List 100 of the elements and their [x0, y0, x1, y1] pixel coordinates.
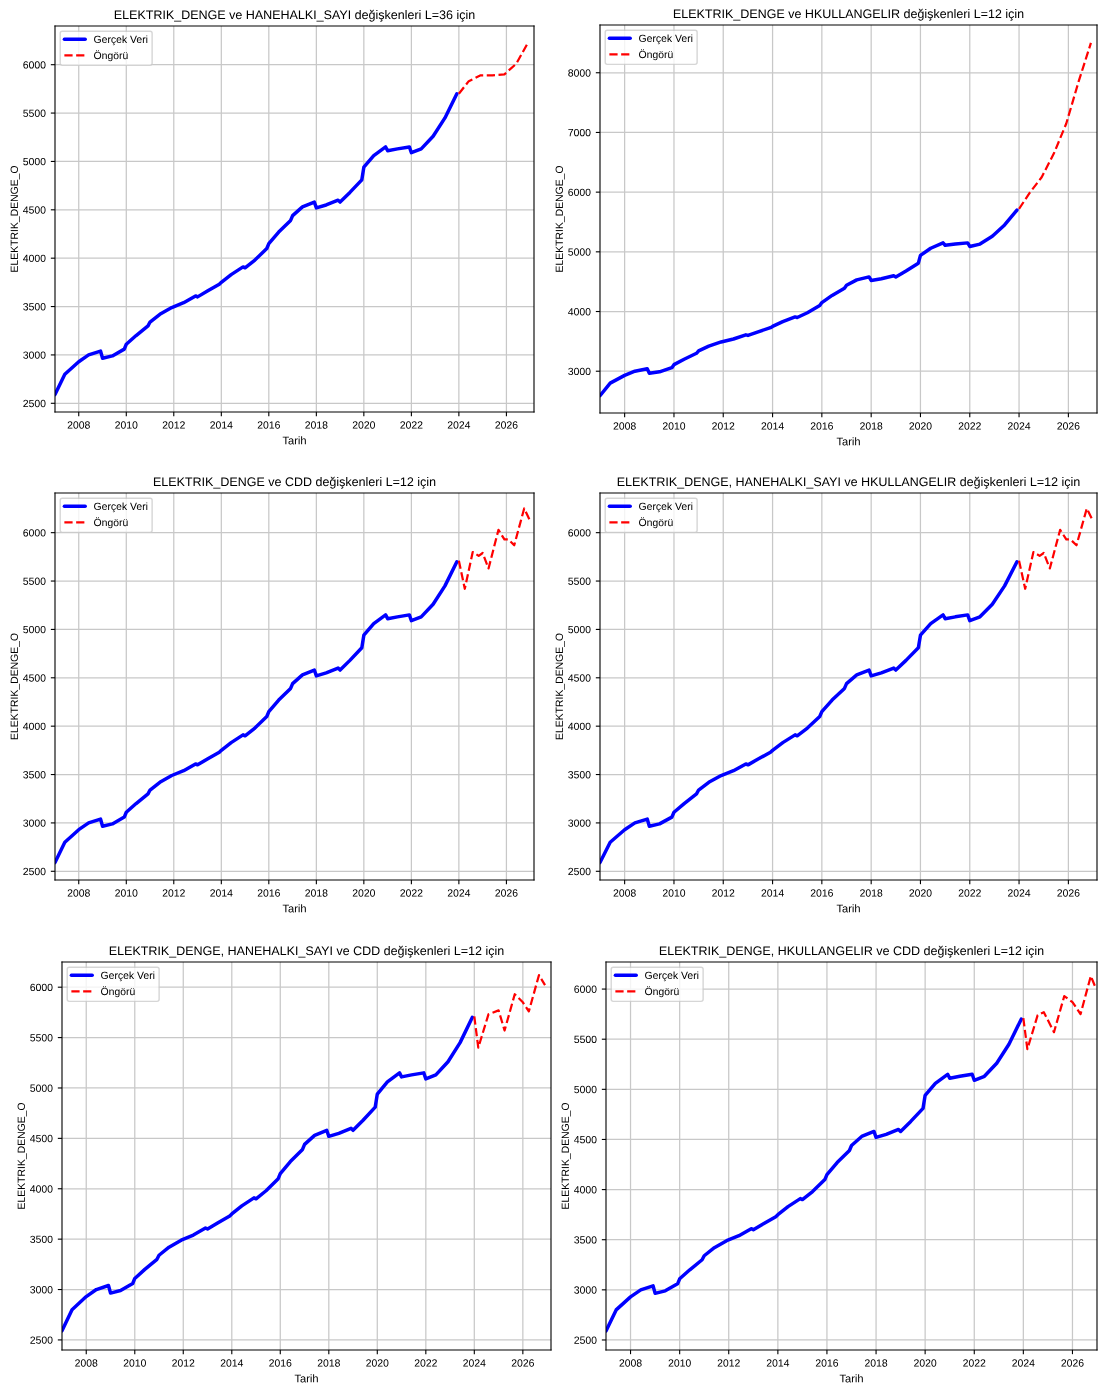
- x-tick-label: 2016: [257, 889, 280, 897]
- x-tick-label: 2012: [712, 422, 735, 430]
- x-axis-title: Tarih: [282, 436, 306, 445]
- x-tick-label: 2018: [305, 889, 328, 897]
- chart-title: ELEKTRIK_DENGE ve HKULLANGELIR değişkenleri L=12 için: [673, 8, 1024, 21]
- x-tick-label: 2018: [317, 1359, 340, 1367]
- y-axis-title: ELEKTRIK_DENGE_O: [561, 1102, 571, 1209]
- x-tick-label: 2016: [810, 889, 833, 897]
- y-tick-label: 5000: [568, 248, 591, 256]
- x-tick-label: 2022: [958, 422, 981, 430]
- line-series: [62, 1015, 474, 1333]
- x-tick-label: 2026: [1057, 889, 1080, 897]
- y-tick-label: 3500: [574, 1236, 597, 1244]
- y-tick-label: 5500: [30, 1034, 53, 1042]
- y-tick-label: 6000: [568, 529, 591, 537]
- x-tick-label: 2012: [712, 889, 735, 897]
- y-tick-label: 5500: [568, 577, 591, 585]
- y-tick-label: 4500: [23, 674, 46, 682]
- line-series: [1017, 507, 1095, 590]
- x-tick-label: 2010: [123, 1359, 146, 1367]
- line-series: [55, 91, 459, 397]
- x-tick-label: 2024: [447, 889, 471, 897]
- y-tick-label: 3000: [30, 1286, 53, 1294]
- y-tick-label: 5000: [30, 1084, 53, 1092]
- x-axis-title: Tarih: [836, 904, 860, 913]
- x-tick-label: 2008: [67, 421, 90, 429]
- x-tick-label: 2018: [860, 889, 883, 897]
- y-tick-label: 4500: [30, 1134, 53, 1143]
- legend-label: Öngörü: [645, 986, 679, 998]
- x-tick-label: 2022: [963, 1359, 986, 1367]
- x-tick-label: 2010: [662, 889, 686, 897]
- legend-label: Gerçek Veri: [639, 34, 693, 45]
- x-tick-label: 2022: [400, 889, 423, 897]
- x-tick-label: 2026: [1057, 422, 1080, 430]
- y-axis-title: ELEKTRIK_DENGE_O: [17, 1102, 27, 1209]
- y-tick-label: 6000: [23, 529, 46, 537]
- x-tick-label: 2022: [958, 889, 981, 897]
- x-axis-title: Tarih: [282, 904, 306, 913]
- x-tick-label: 2014: [761, 422, 784, 430]
- x-tick-label: 2026: [495, 421, 518, 429]
- x-tick-label: 2008: [67, 889, 90, 897]
- x-tick-label: 2022: [400, 421, 423, 429]
- y-tick-label: 4500: [568, 674, 591, 682]
- y-axis-title: ELEKTRIK_DENGE_O: [10, 633, 20, 740]
- x-tick-label: 2020: [352, 889, 376, 897]
- x-tick-label: 2024: [1007, 422, 1031, 430]
- y-tick-label: 4000: [30, 1185, 53, 1193]
- x-tick-label: 2026: [511, 1359, 534, 1367]
- x-tick-label: 2020: [914, 1359, 937, 1367]
- x-tick-label: 2018: [860, 422, 883, 430]
- line-series: [473, 973, 547, 1049]
- x-tick-label: 2014: [761, 889, 784, 897]
- legend-label: Öngörü: [639, 49, 673, 61]
- y-tick-label: 5000: [574, 1085, 597, 1094]
- x-tick-label: 2022: [414, 1359, 437, 1367]
- x-tick-label: 2012: [717, 1359, 740, 1367]
- y-tick-label: 2500: [30, 1336, 53, 1344]
- y-tick-label: 5500: [23, 577, 46, 585]
- y-tick-label: 3500: [23, 771, 46, 779]
- y-axis-title: ELEKTRIK_DENGE_O: [555, 633, 565, 740]
- x-tick-label: 2020: [909, 889, 932, 897]
- y-tick-label: 4000: [574, 1186, 597, 1194]
- y-tick-label: 4000: [568, 722, 591, 731]
- y-tick-label: 4500: [23, 206, 46, 214]
- x-tick-label: 2014: [220, 1359, 244, 1367]
- x-tick-label: 2026: [1061, 1359, 1084, 1367]
- x-tick-label: 2010: [662, 422, 686, 430]
- x-tick-label: 2016: [269, 1359, 292, 1367]
- y-tick-label: 5000: [23, 157, 46, 166]
- legend-label: Öngörü: [94, 517, 128, 529]
- x-tick-label: 2008: [613, 889, 636, 897]
- y-tick-label: 4500: [574, 1135, 597, 1144]
- y-tick-label: 5000: [23, 625, 46, 634]
- y-tick-label: 8000: [568, 69, 591, 77]
- y-tick-label: 3000: [23, 351, 46, 359]
- y-tick-label: 5500: [574, 1035, 597, 1044]
- y-tick-label: 2500: [23, 867, 46, 876]
- chart-title: ELEKTRIK_DENGE ve CDD değişkenleri L=12 için: [153, 476, 436, 489]
- y-tick-label: 4000: [23, 722, 46, 731]
- x-axis-title: Tarih: [294, 1374, 318, 1383]
- line-series: [606, 1017, 1023, 1333]
- x-tick-label: 2016: [815, 1359, 839, 1367]
- line-series: [457, 507, 532, 590]
- y-tick-label: 2500: [23, 399, 46, 408]
- legend-label: Gerçek Veri: [101, 971, 155, 982]
- chart-title: ELEKTRIK_DENGE, HANEHALKI_SAYI ve HKULLANGELIR değişkenleri L=12 için: [617, 476, 1080, 489]
- x-tick-label: 2010: [115, 889, 138, 897]
- y-tick-label: 4000: [23, 254, 46, 263]
- chart-title: ELEKTRIK_DENGE, HANEHALKI_SAYI ve CDD değişkenleri L=12 için: [109, 945, 504, 958]
- y-tick-label: 4000: [568, 308, 591, 316]
- y-tick-label: 2500: [574, 1336, 597, 1344]
- y-tick-label: 3500: [30, 1235, 53, 1244]
- y-tick-label: 3000: [574, 1286, 597, 1294]
- x-tick-label: 2008: [619, 1359, 642, 1367]
- x-tick-label: 2024: [463, 1359, 486, 1367]
- chart-title: ELEKTRIK_DENGE ve HANEHALKI_SAYI değişkenleri L=36 için: [114, 9, 475, 22]
- x-tick-label: 2018: [305, 421, 328, 429]
- line-series: [600, 559, 1019, 865]
- x-tick-label: 2016: [810, 422, 833, 430]
- x-tick-label: 2024: [1007, 889, 1031, 897]
